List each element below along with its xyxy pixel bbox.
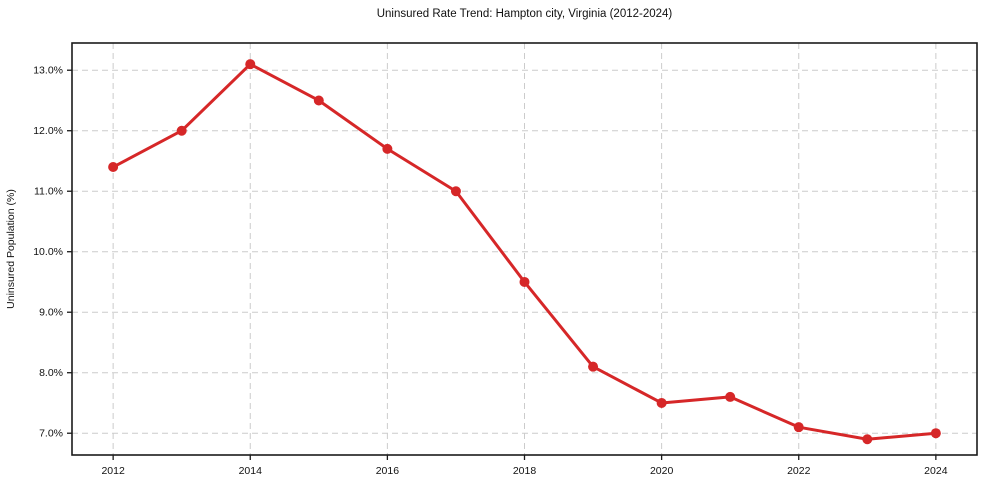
data-point-2015: [313, 95, 324, 106]
y-tick-label: 13.0%: [33, 65, 63, 77]
y-tick-label: 8.0%: [39, 367, 63, 379]
y-tick-label: 9.0%: [39, 307, 63, 319]
x-tick-label: 2024: [924, 465, 948, 477]
data-point-2024: [930, 428, 941, 439]
chart-title: Uninsured Rate Trend: Hampton city, Virg…: [376, 8, 673, 20]
x-tick-label: 2018: [513, 465, 537, 477]
x-tick-label: 2012: [101, 465, 125, 477]
y-tick-label: 10.0%: [33, 246, 63, 258]
y-axis-label: Uninsured Population (%): [5, 189, 17, 309]
data-point-2016: [382, 143, 393, 154]
x-tick-label: 2016: [376, 465, 400, 477]
data-point-2021: [725, 391, 736, 402]
data-point-2012: [108, 162, 119, 173]
data-point-2019: [588, 361, 599, 372]
x-tick-label: 2022: [787, 465, 811, 477]
y-tick-label: 12.0%: [33, 125, 63, 137]
y-tick-label: 11.0%: [34, 186, 63, 198]
y-tick-label: 7.0%: [39, 428, 63, 440]
data-point-2023: [862, 434, 873, 445]
plot-frame: [71, 42, 978, 456]
data-point-2017: [450, 186, 461, 197]
data-point-2022: [793, 422, 804, 433]
data-point-2013: [176, 125, 187, 136]
data-point-2014: [245, 59, 256, 70]
data-point-2020: [656, 397, 667, 408]
x-tick-label: 2020: [650, 465, 674, 477]
x-tick-label: 2014: [239, 465, 263, 477]
data-point-2018: [519, 276, 530, 287]
